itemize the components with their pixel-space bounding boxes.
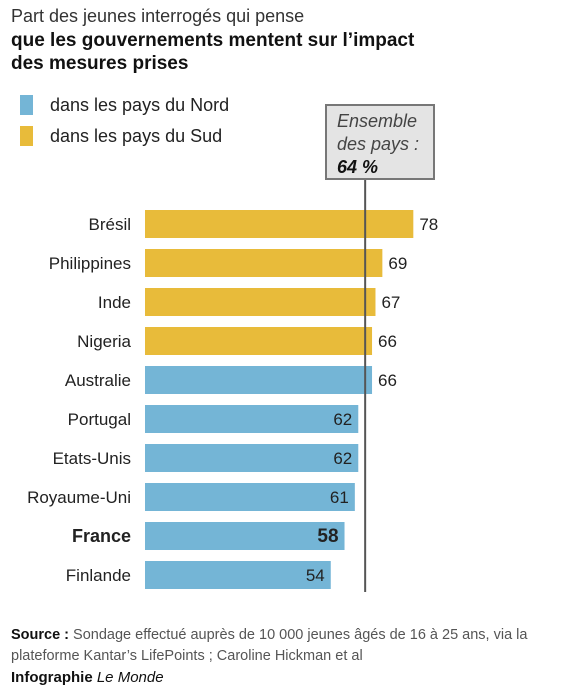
average-annotation-box: Ensemble des pays : 64 % [325, 104, 435, 180]
bar-nigeria [145, 327, 373, 355]
bar-br-sil [145, 210, 414, 238]
credit-brand: Le Monde [96, 669, 164, 686]
category-label: France [72, 526, 131, 546]
average-label: Ensemble des pays : [337, 111, 420, 154]
bar-royaume-uni [145, 483, 355, 511]
credit-label: Infographie [11, 669, 93, 686]
bar-portugal [145, 405, 359, 433]
value-label: 62 [333, 410, 352, 429]
legend-item-nord: dans les pays du Nord [20, 94, 229, 116]
bar-chart: Brésil 78 Philippines 69 Inde 67 Nigeria 66 Aust… [27, 180, 438, 592]
legend-swatch-nord [20, 95, 33, 115]
bar-etats-unis [145, 444, 359, 472]
credit-line: Infographie Le Monde [11, 669, 164, 686]
source-text: Sondage effectué auprès de 10 000 jeunes… [11, 627, 528, 664]
value-label: 61 [330, 488, 349, 507]
legend-swatch-sud [20, 126, 33, 146]
chart-title-line-1: que les gouvernements mentent sur l’impa… [11, 30, 415, 51]
value-label: 66 [378, 332, 397, 351]
value-label: 58 [317, 526, 338, 547]
category-label: Brésil [88, 215, 131, 234]
legend-label-nord: dans les pays du Nord [50, 94, 230, 115]
category-label: Philippines [49, 254, 131, 273]
bar-finlande [145, 561, 331, 589]
category-label: Nigeria [77, 332, 131, 351]
value-label: 67 [381, 293, 400, 312]
chart-title-line-2: des mesures prises [11, 53, 189, 74]
category-label: Portugal [68, 410, 131, 429]
legend-item-sud: dans les pays du Sud [20, 125, 222, 147]
category-label: Etats-Unis [53, 449, 131, 468]
category-label: Inde [98, 293, 131, 312]
bar-france [145, 522, 345, 550]
average-value: 64 % [337, 157, 379, 177]
category-label: Australie [65, 371, 131, 390]
value-label: 62 [333, 449, 352, 468]
category-label: Royaume-Uni [27, 488, 131, 507]
category-label: Finlande [66, 566, 131, 585]
legend-label-sud: dans les pays du Sud [50, 125, 223, 146]
bar-philippines [145, 249, 383, 277]
value-label: 78 [419, 215, 438, 234]
source-label: Source : [11, 627, 70, 643]
value-label: 66 [378, 371, 397, 390]
bar-australie [145, 366, 373, 394]
value-label: 54 [306, 566, 325, 585]
chart-subtitle: Part des jeunes interrogés qui pense [11, 6, 305, 26]
bar-inde [145, 288, 376, 316]
source-note: Source : Sondage effectué auprès de 10 0… [11, 625, 561, 667]
value-label: 69 [388, 254, 407, 273]
